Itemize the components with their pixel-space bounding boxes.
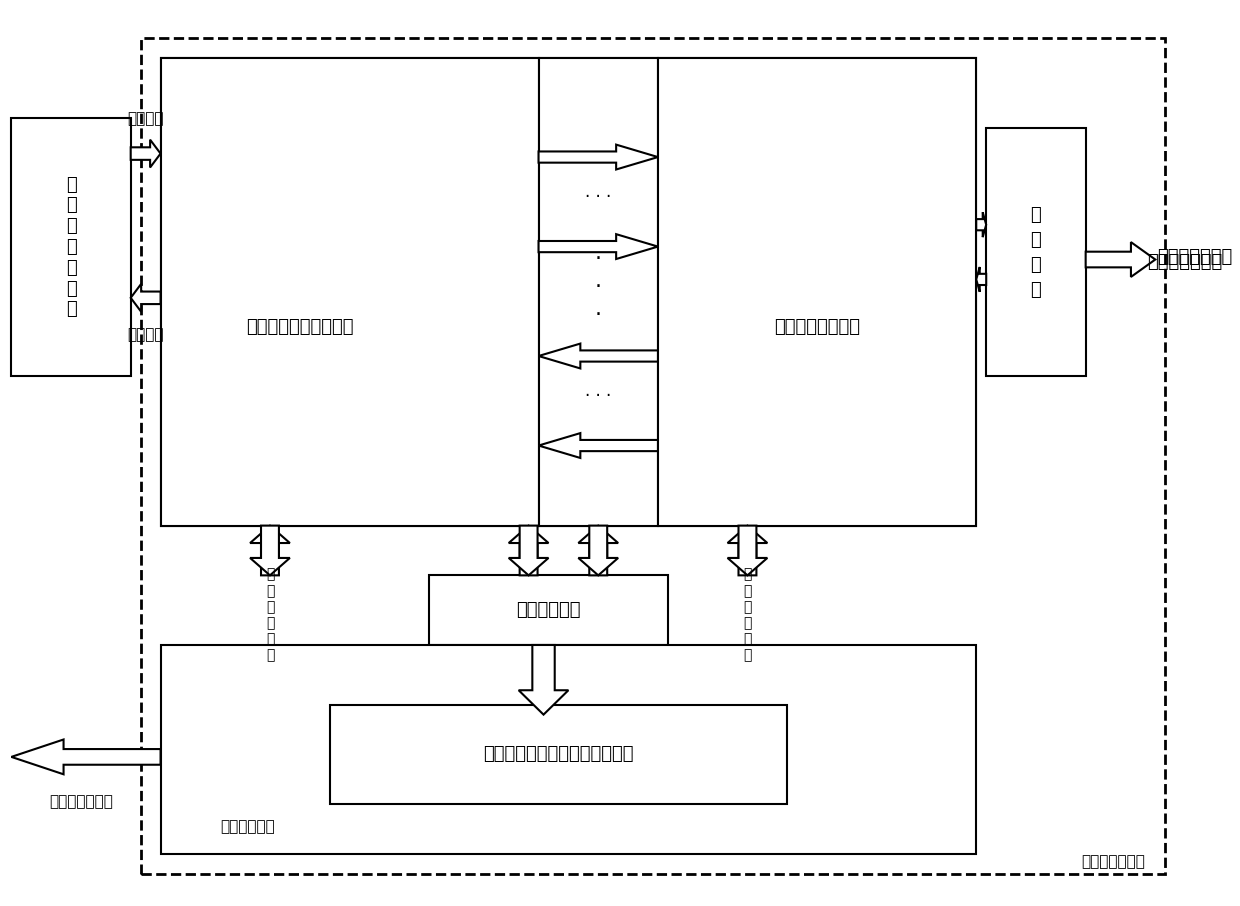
- Polygon shape: [578, 525, 618, 575]
- Polygon shape: [11, 739, 160, 775]
- Polygon shape: [130, 284, 160, 312]
- Polygon shape: [250, 525, 290, 575]
- Polygon shape: [976, 212, 986, 237]
- Bar: [140, 38, 1166, 873]
- Text: 光频域编解码模块: 光频域编解码模块: [774, 318, 861, 335]
- Text: . . .: . . .: [585, 183, 611, 201]
- Bar: [11, 118, 130, 376]
- Bar: [160, 645, 976, 853]
- Polygon shape: [538, 433, 658, 458]
- Polygon shape: [538, 343, 658, 369]
- Text: 系统管理模块: 系统管理模块: [221, 819, 275, 834]
- Bar: [658, 58, 976, 525]
- Text: 上行数据: 上行数据: [128, 327, 164, 342]
- Polygon shape: [518, 645, 568, 715]
- Text: 光纤到光分配网: 光纤到光分配网: [1157, 248, 1233, 266]
- Polygon shape: [728, 525, 768, 575]
- Text: 核
心
网
数
据
交
换: 核 心 网 数 据 交 换: [66, 176, 77, 319]
- Polygon shape: [1086, 242, 1156, 277]
- Bar: [429, 575, 668, 645]
- Text: 通
信
控
制
接
口: 通 信 控 制 接 口: [743, 568, 751, 662]
- Text: 下行数据: 下行数据: [128, 111, 164, 126]
- Text: 光
环
形
器: 光 环 形 器: [1030, 206, 1042, 299]
- Text: . . .: . . .: [585, 382, 611, 400]
- Text: ·
·
·: · · ·: [595, 249, 601, 325]
- Text: 局端光收发装置: 局端光收发装置: [1081, 853, 1146, 869]
- Text: 通
信
控
制
接
口: 通 信 控 制 接 口: [265, 568, 274, 662]
- Polygon shape: [538, 234, 658, 259]
- Polygon shape: [130, 140, 160, 168]
- Bar: [330, 705, 787, 805]
- Text: 时编码模块的延时和耦合控制器: 时编码模块的延时和耦合控制器: [484, 746, 634, 764]
- Polygon shape: [976, 267, 986, 292]
- Bar: [538, 58, 658, 525]
- Bar: [986, 128, 1086, 376]
- Bar: [160, 58, 538, 525]
- Polygon shape: [250, 525, 290, 575]
- Text: 电时域延时编解码模块: 电时域延时编解码模块: [246, 318, 353, 335]
- Text: 电信管理网接口: 电信管理网接口: [50, 795, 113, 809]
- Text: 电源管理模块: 电源管理模块: [516, 602, 580, 619]
- Polygon shape: [508, 525, 548, 575]
- Bar: [160, 58, 976, 525]
- Text: 光纤到光分配网: 光纤到光分配网: [1147, 253, 1223, 271]
- Polygon shape: [578, 525, 618, 575]
- Polygon shape: [508, 525, 548, 575]
- Polygon shape: [728, 525, 768, 575]
- Polygon shape: [538, 145, 658, 169]
